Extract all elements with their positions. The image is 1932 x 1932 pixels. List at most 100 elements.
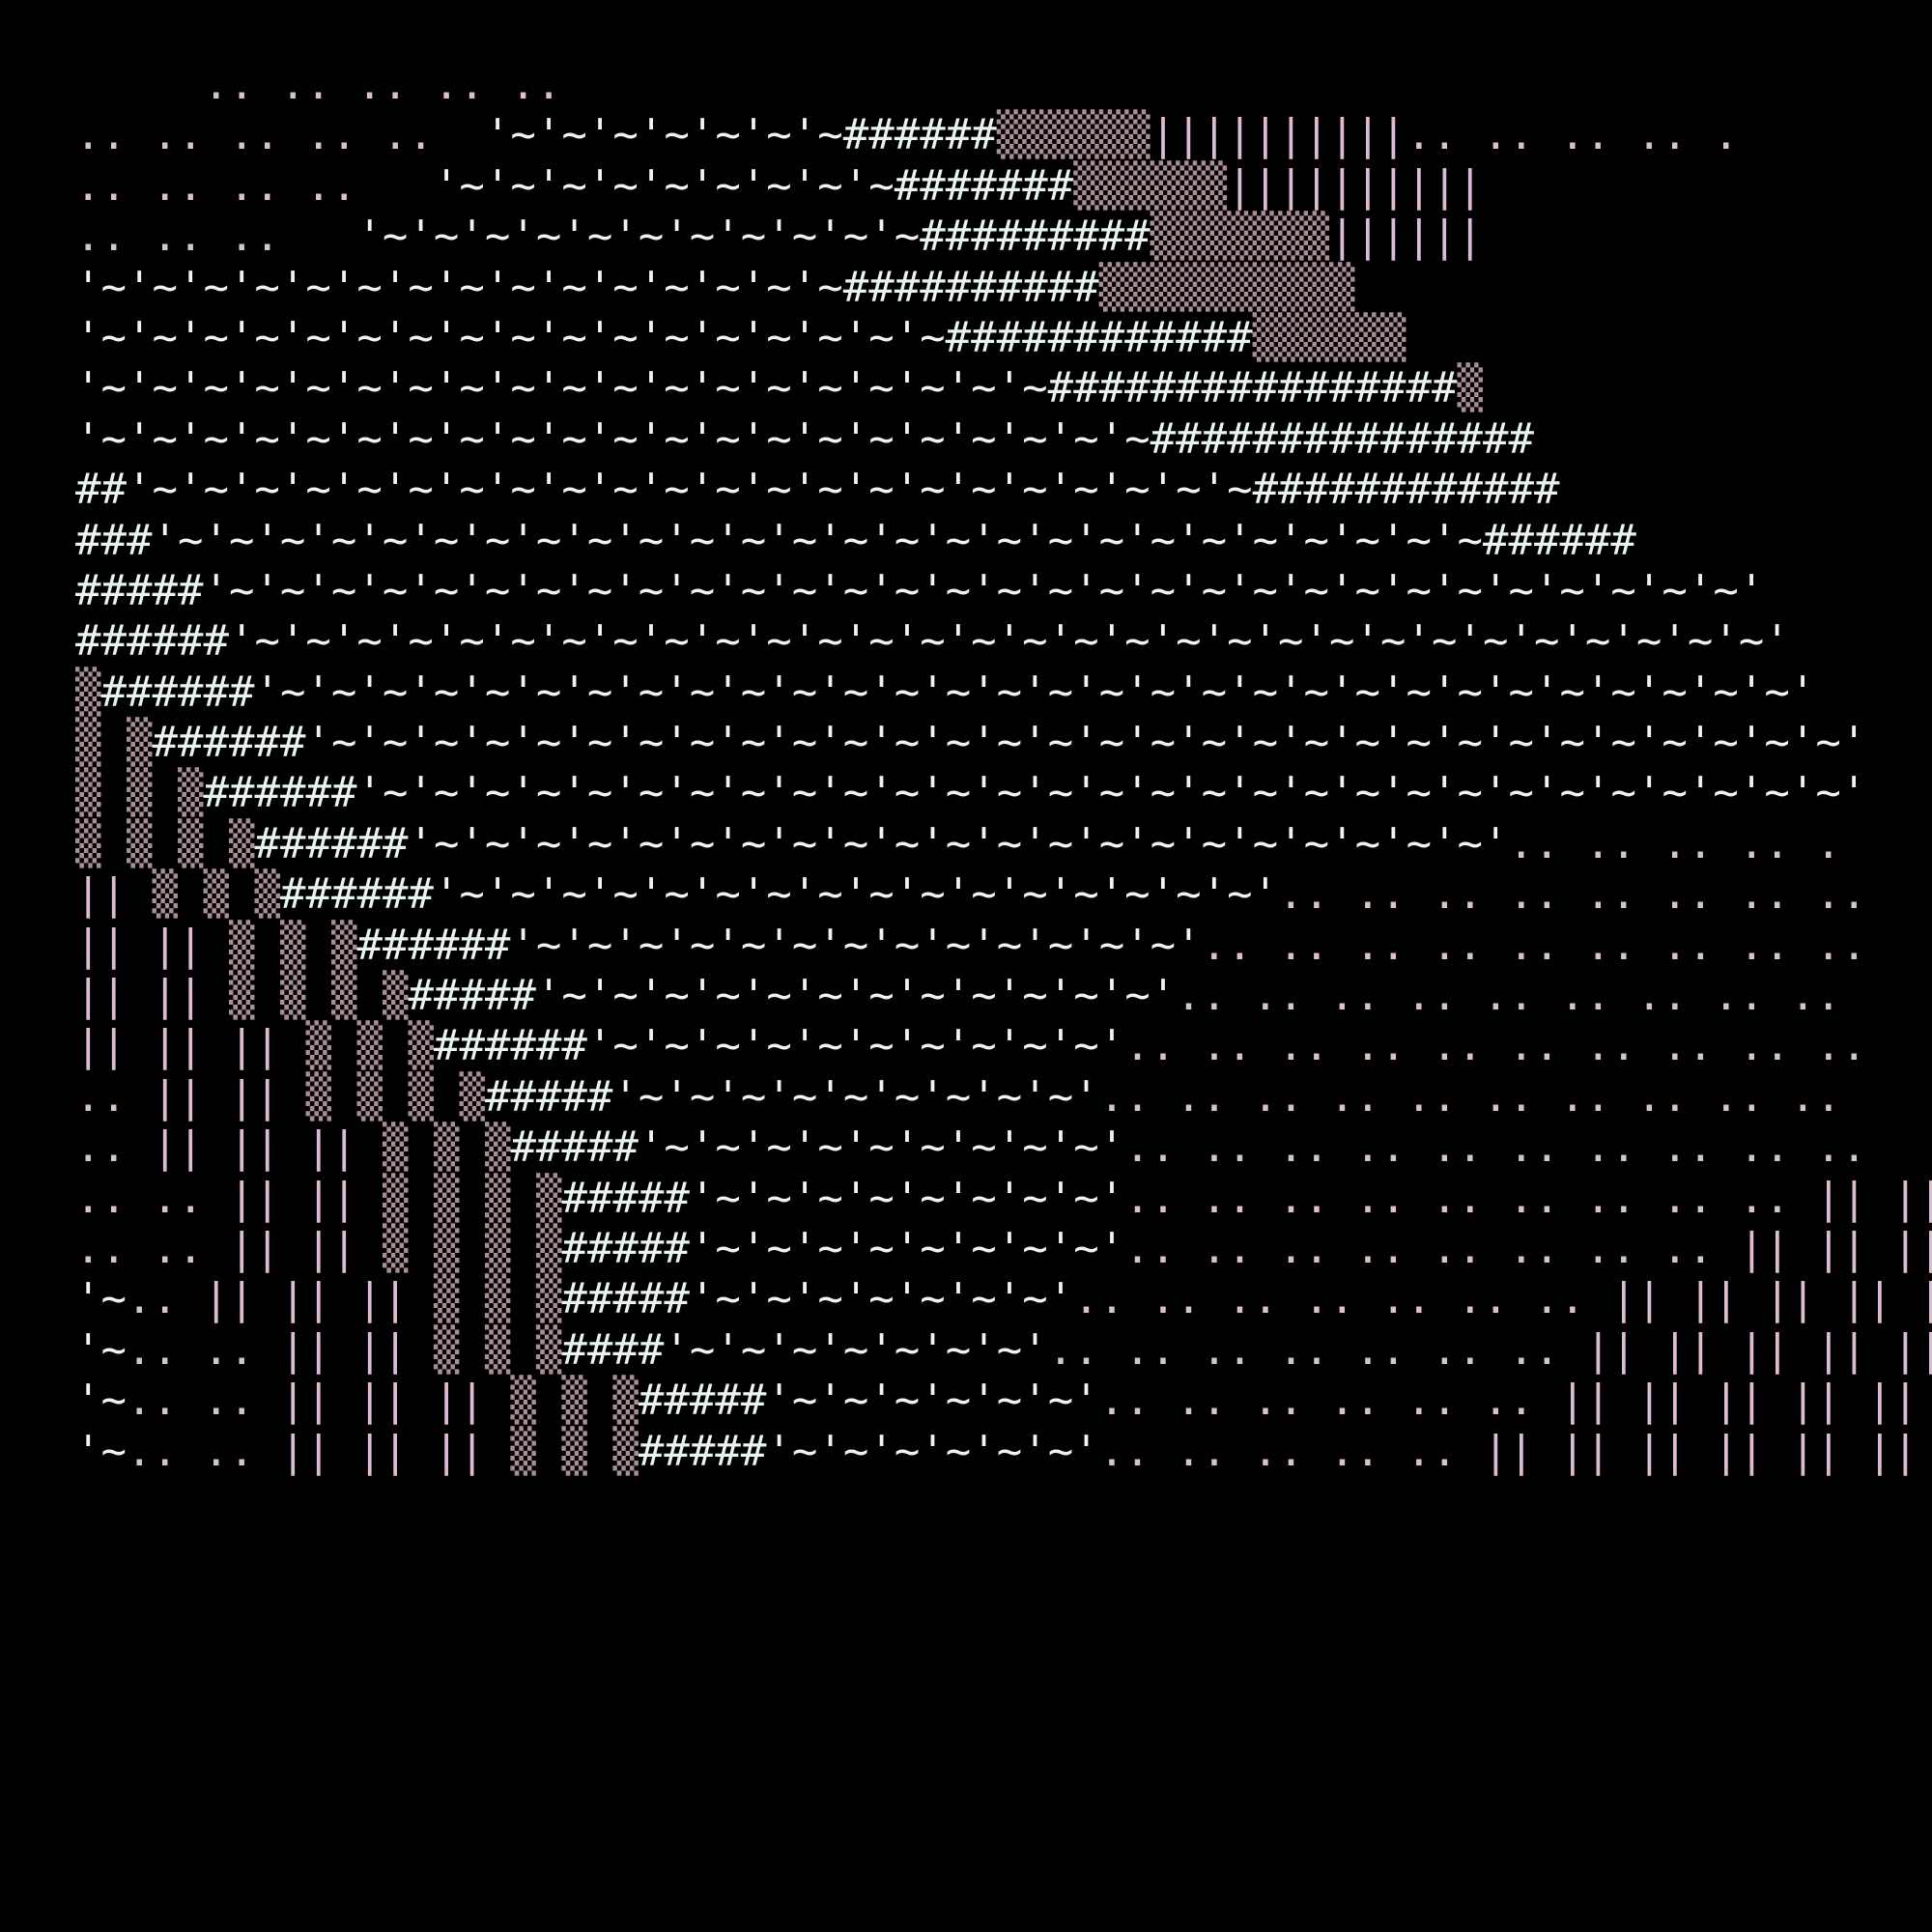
dot-pair-glyph: .. xyxy=(1483,1376,1535,1426)
double-pipe-glyph: || xyxy=(305,1173,357,1223)
space-glyph xyxy=(408,1224,434,1273)
hash-glyph: ## xyxy=(75,465,127,515)
art-row: .. .. .. .. '~'~'~'~'~'~'~'~'~#######▒▒▒… xyxy=(75,161,1932,212)
space-glyph xyxy=(127,921,153,970)
dot-pair-glyph: .. xyxy=(1098,1071,1151,1122)
space-glyph xyxy=(1458,110,1484,159)
space-glyph xyxy=(1483,869,1509,919)
dot-pair-glyph: .. xyxy=(1432,1223,1484,1273)
wave-glyph: '~'~'~'~'~'~'~'~'~'~'~'~'~'~'~'~'~'~'~'~… xyxy=(126,465,1253,515)
double-pipe-glyph: || xyxy=(1688,1274,1740,1324)
space-glyph xyxy=(254,1274,280,1323)
double-pipe-glyph: || xyxy=(1815,1324,1867,1375)
space-glyph xyxy=(178,1376,204,1425)
space-glyph xyxy=(1714,1224,1740,1273)
hash-glyph: ################ xyxy=(1047,363,1458,413)
space-glyph xyxy=(1688,971,1714,1020)
space-glyph xyxy=(178,1427,204,1476)
double-pipe-glyph: || xyxy=(152,1071,204,1122)
space-glyph xyxy=(1560,1174,1586,1223)
space-glyph xyxy=(1765,1376,1791,1425)
space-glyph xyxy=(203,110,229,159)
dot-pair-glyph: .. xyxy=(228,160,280,211)
dot-pair-glyph: .. xyxy=(1585,1223,1637,1273)
space-glyph xyxy=(254,1325,280,1375)
space-glyph xyxy=(459,1224,485,1273)
space-glyph xyxy=(1714,1122,1740,1172)
dot-pair-glyph: .. xyxy=(1739,1173,1791,1223)
art-row: || || ▒ ▒ ▒######'~'~'~'~'~'~'~'~'~'~'~'… xyxy=(75,921,1932,971)
dot-pair-glyph: .. xyxy=(1585,1173,1637,1223)
wave-glyph: '~'~'~'~'~'~'~ xyxy=(484,110,843,160)
space-glyph xyxy=(1483,921,1509,970)
dot-pair-glyph: .. xyxy=(228,110,280,160)
space-glyph xyxy=(1560,1122,1586,1172)
double-pipe-glyph: || xyxy=(228,1173,280,1223)
art-row: ##'~'~'~'~'~'~'~'~'~'~'~'~'~'~'~'~'~'~'~… xyxy=(75,465,1932,515)
shaded-block-glyph: ▒▒▒▒▒▒▒▒▒▒ xyxy=(1098,262,1355,312)
wave-glyph: '~'~'~'~'~'~'~'~'~' xyxy=(638,1122,1125,1173)
dot-pair-glyph: .. xyxy=(1483,110,1535,160)
double-pipe-glyph: || xyxy=(356,1274,409,1324)
dot-pair-glyph: .. xyxy=(382,110,434,160)
space-glyph xyxy=(1304,1072,1330,1122)
space-glyph xyxy=(485,1376,511,1425)
double-pipe-glyph: || xyxy=(433,1426,485,1476)
art-row: ▒ ▒######'~'~'~'~'~'~'~'~'~'~'~'~'~'~'~'… xyxy=(75,718,1932,768)
space-glyph xyxy=(1714,921,1740,970)
double-pipe-glyph: || xyxy=(1841,1274,1893,1324)
space-glyph xyxy=(127,1021,153,1070)
hash-glyph: ######### xyxy=(920,212,1151,262)
art-row: || ▒ ▒ ▒######'~'~'~'~'~'~'~'~'~'~'~'~'~… xyxy=(75,869,1932,920)
double-pipe-glyph: || xyxy=(1559,1376,1611,1426)
dot-pair-glyph: .. xyxy=(1559,971,1611,1021)
shaded-block-glyph: ▒ xyxy=(408,1021,434,1071)
wave-glyph: '~'~'~'~'~'~'~'~'~'~'~'~'~'~'~'~'~'~'~'~… xyxy=(228,616,1790,667)
space-glyph xyxy=(1304,1376,1330,1425)
space-glyph xyxy=(1329,921,1355,970)
space-glyph xyxy=(1151,1427,1177,1476)
dot-pair-glyph: .. xyxy=(126,1274,178,1324)
space-glyph xyxy=(561,60,1790,109)
dot-pair-glyph: .. xyxy=(1406,971,1458,1021)
space-glyph xyxy=(203,921,229,970)
dot-pair-glyph: .. xyxy=(1201,1324,1253,1375)
space-glyph xyxy=(587,1376,613,1425)
dot-pair-glyph: .. xyxy=(1252,1426,1304,1476)
space-glyph xyxy=(1099,1325,1125,1375)
dot-pair-glyph: .. xyxy=(1098,1376,1151,1426)
dot-pair-glyph: .. xyxy=(1354,1122,1406,1173)
space-glyph xyxy=(1380,1376,1406,1425)
shaded-block-glyph: ▒▒▒▒▒▒ xyxy=(996,110,1151,160)
space-glyph xyxy=(1560,1021,1586,1070)
shaded-block-glyph: ▒ xyxy=(433,1274,460,1324)
space-glyph xyxy=(1483,1174,1509,1223)
dot-pair-glyph: .. xyxy=(279,60,331,109)
space-glyph xyxy=(356,1122,383,1172)
double-pipe-glyph: || xyxy=(75,971,127,1021)
wave-glyph: '~'~'~'~'~'~' xyxy=(766,1426,1099,1476)
space-glyph xyxy=(1253,921,1279,970)
dot-pair-glyph: .. xyxy=(1124,1122,1177,1173)
hash-glyph: ##### xyxy=(561,1173,690,1223)
shaded-block-glyph: ▒ xyxy=(330,920,357,970)
shaded-block-glyph: ▒ xyxy=(228,920,255,970)
shaded-block-glyph: ▒ xyxy=(484,1223,511,1273)
space-glyph xyxy=(203,1224,229,1273)
space-glyph xyxy=(1892,1274,1918,1323)
hash-glyph: ##### xyxy=(638,1376,767,1426)
shaded-block-glyph: ▒ xyxy=(561,1426,587,1476)
space-glyph xyxy=(254,1427,280,1476)
double-pipe-glyph: || xyxy=(356,1426,409,1476)
dot-pair-glyph: .. xyxy=(1150,1274,1202,1324)
dot-pair-glyph: .. xyxy=(1534,1274,1586,1324)
shaded-block-glyph: ▒ xyxy=(535,1274,562,1324)
shaded-block-glyph: ▒ xyxy=(612,1426,639,1476)
dot-pair-glyph: .. xyxy=(1508,1021,1560,1071)
space-glyph xyxy=(1636,869,1662,919)
space-glyph xyxy=(1406,1021,1433,1070)
art-row: ▒######'~'~'~'~'~'~'~'~'~'~'~'~'~'~'~'~'… xyxy=(75,668,1932,718)
double-pipe-glyph: || xyxy=(1815,1223,1867,1273)
space-glyph xyxy=(153,819,179,868)
shaded-block-glyph: ▒ xyxy=(382,1173,409,1223)
